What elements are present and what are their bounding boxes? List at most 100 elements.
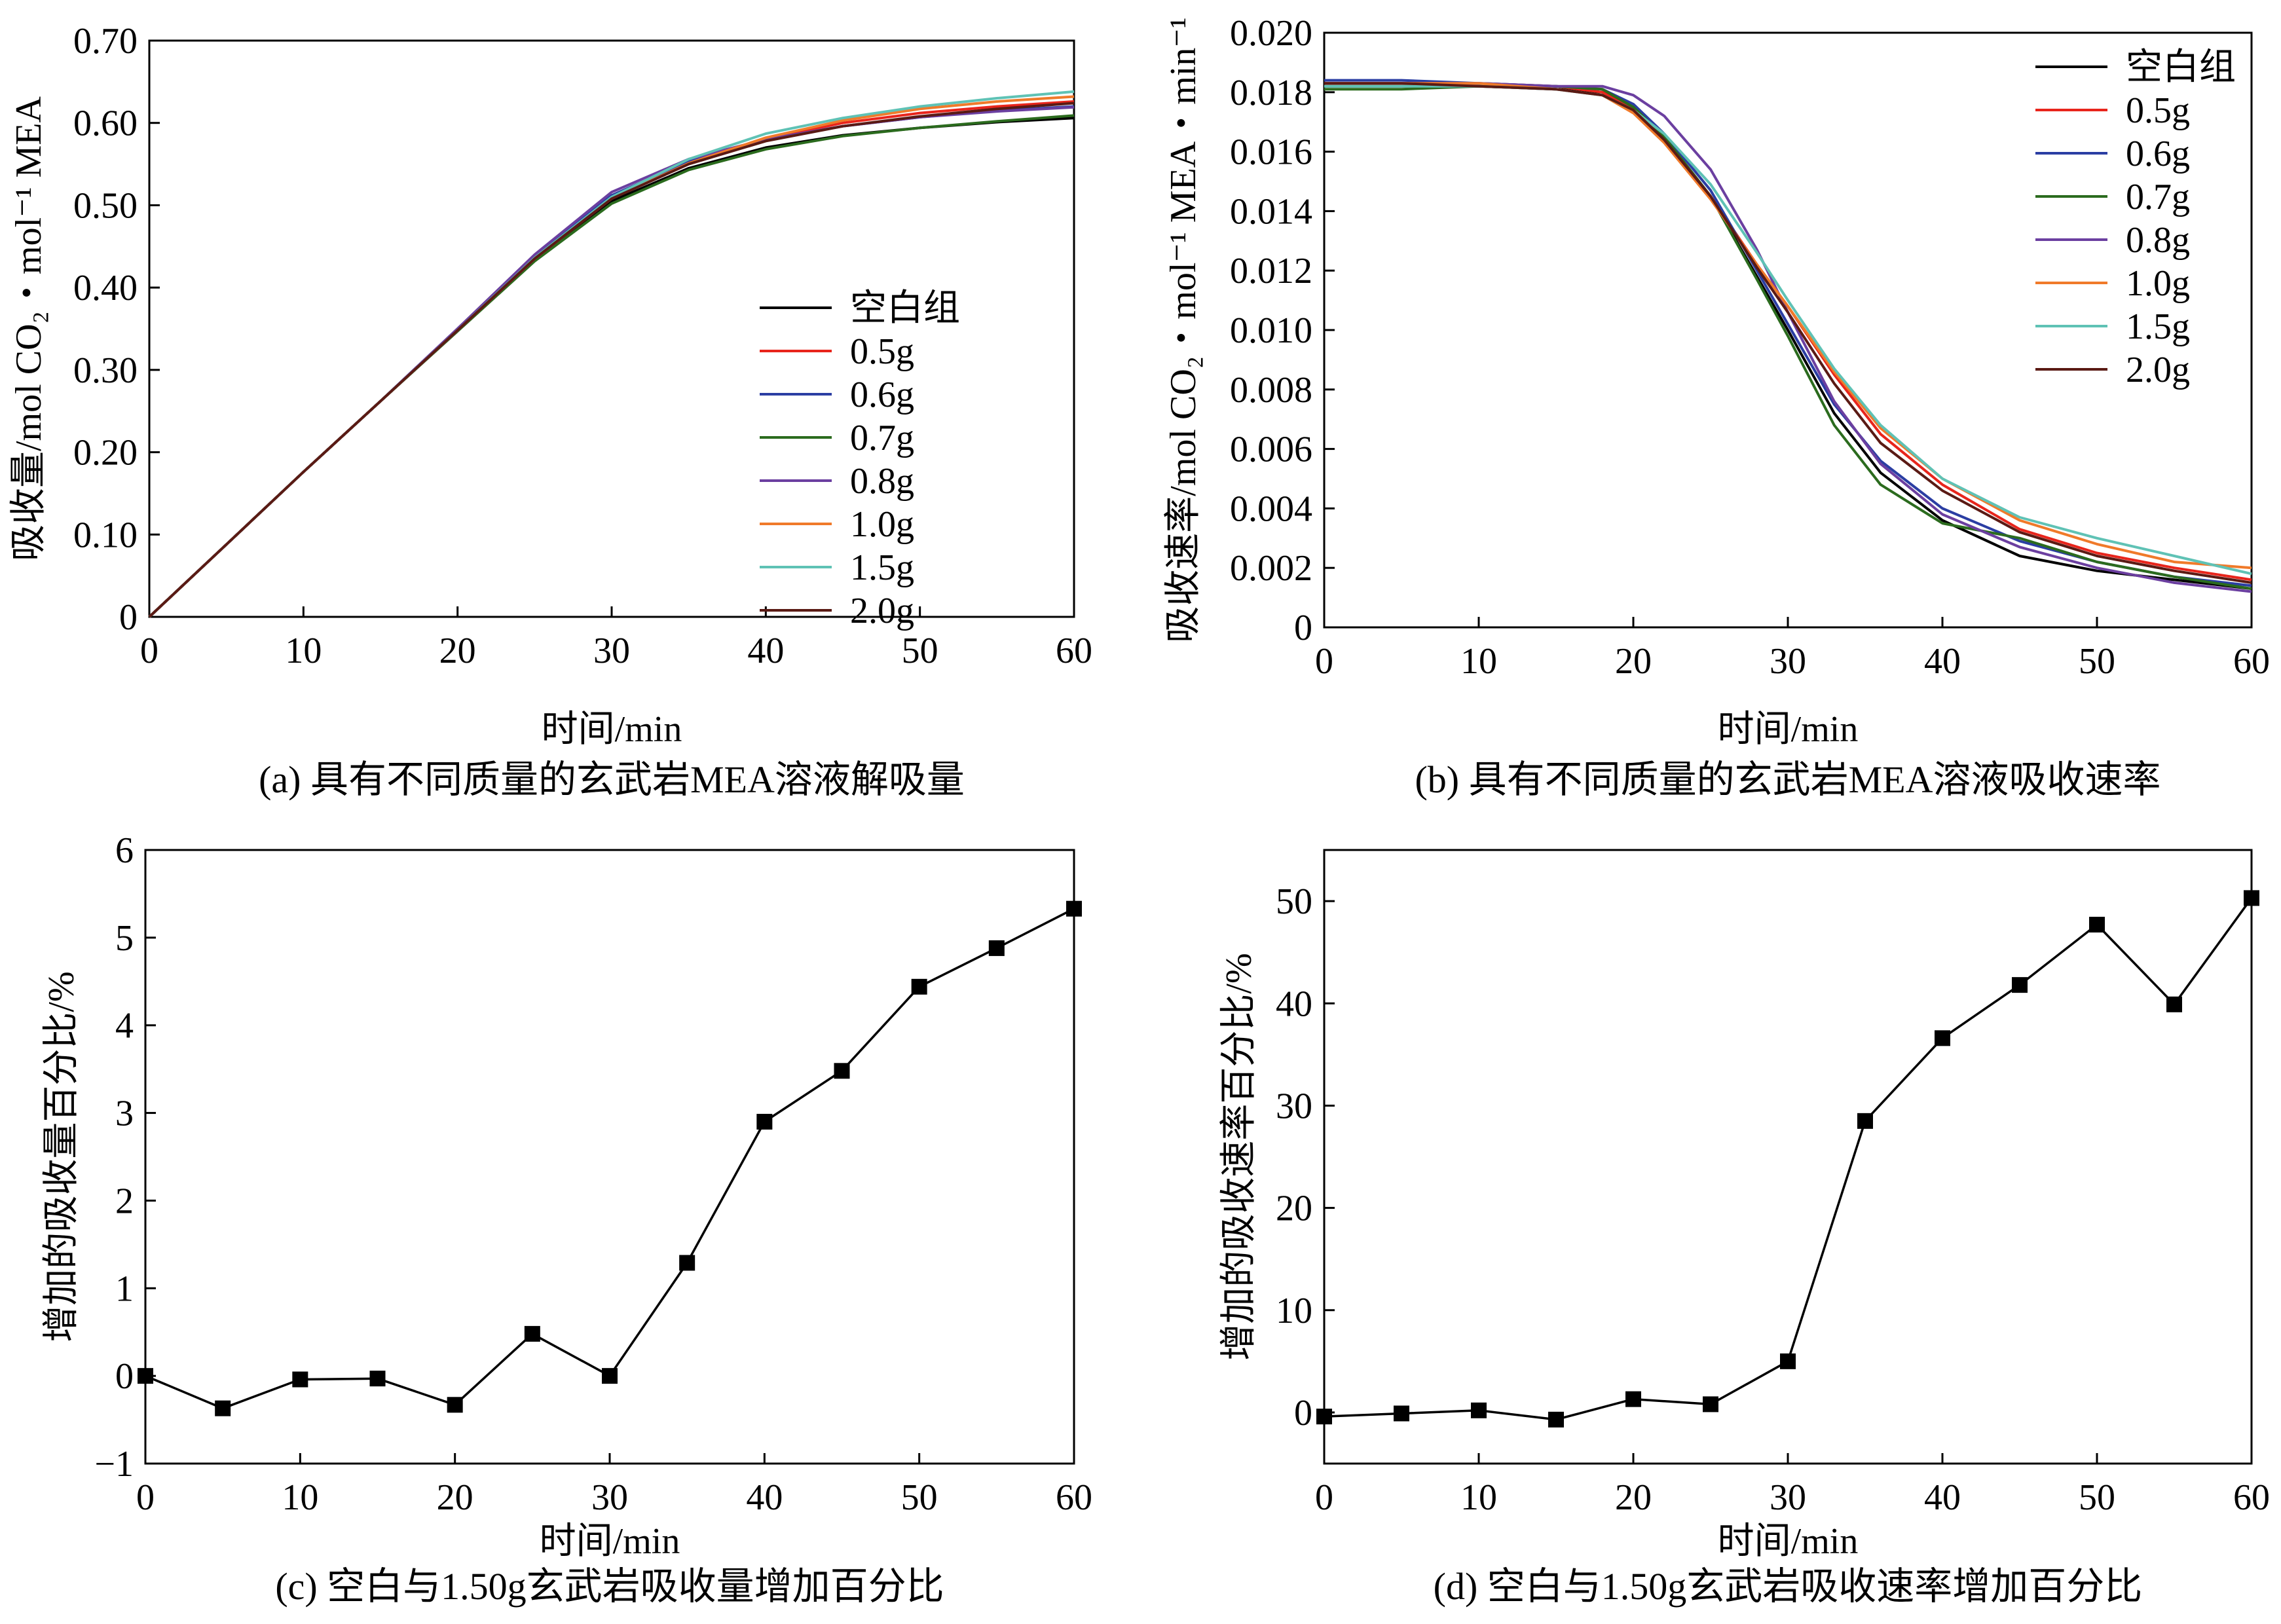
x-tick-label: 50 — [2079, 641, 2115, 682]
legend-entry: 1.0g — [850, 504, 914, 545]
x-tick-label: 20 — [439, 631, 476, 671]
x-axis-label: 时间/min — [540, 1521, 680, 1562]
y-tick-label: 30 — [1276, 1086, 1312, 1126]
legend-entry: 1.5g — [2126, 306, 2190, 347]
x-tick-label: 40 — [1924, 1477, 1961, 1518]
legend-entry: 2.0g — [850, 591, 914, 631]
y-tick-label: 0.014 — [1230, 191, 1312, 232]
data-point — [834, 1063, 850, 1079]
series-line-0 — [145, 908, 1075, 1410]
x-axis-label: 时间/min — [1718, 1521, 1859, 1562]
data-point — [1066, 900, 1082, 917]
series-line-2 — [148, 105, 1075, 618]
series-line-2 — [1324, 79, 2252, 587]
series-line-6 — [148, 90, 1075, 618]
x-tick-label: 30 — [591, 1477, 628, 1518]
data-point — [2244, 890, 2259, 906]
y-tick-label: 0.018 — [1230, 73, 1312, 113]
x-axis-label: 时间/min — [1718, 709, 1859, 750]
chart-panel-b: 0 10 20 30 40 50 60 0 0.002 0.004 0.006 0.008 0.010 0… — [1163, 13, 2270, 801]
x-tick-label: 60 — [2233, 641, 2270, 682]
x-tick-label: 10 — [285, 631, 322, 671]
chart-panel-d: 0 10 20 30 40 50 60 0 10 20 30 40 50 时间/min 增加的吸收速率百分比… — [1219, 849, 2270, 1608]
y-tick-label: 0 — [1294, 1393, 1312, 1433]
legend-entry: 0.6g — [2126, 134, 2190, 174]
legend-entry: 0.7g — [2126, 177, 2190, 217]
series-line-1 — [148, 100, 1075, 618]
x-tick-label: 10 — [1460, 641, 1497, 682]
x-tick-label: 50 — [2079, 1477, 2115, 1518]
data-point — [2089, 917, 2105, 933]
y-axis-label: 吸收速率/mol CO₂・mol⁻¹ MEA・min⁻¹ — [1163, 17, 1204, 642]
data-point — [1625, 1391, 1641, 1407]
y-tick-label: 0.30 — [73, 350, 138, 391]
y-tick-label: 50 — [1276, 881, 1312, 922]
x-tick-label: 30 — [593, 631, 630, 671]
x-tick-label: 30 — [1770, 641, 1806, 682]
y-tick-label: 0.010 — [1230, 310, 1312, 351]
x-tick-label: 20 — [1615, 641, 1652, 682]
series-line-5 — [148, 95, 1075, 618]
series-line-3 — [1324, 84, 2252, 590]
y-tick-label: 20 — [1276, 1189, 1312, 1229]
series-line-4 — [148, 105, 1075, 618]
legend-entry: 0.5g — [850, 331, 914, 372]
data-point — [447, 1397, 463, 1413]
y-tick-label: 0.70 — [73, 21, 138, 62]
x-tick-label: 50 — [902, 631, 938, 671]
data-point — [524, 1325, 540, 1342]
y-tick-label: 0 — [115, 1356, 134, 1397]
x-tick-label: 30 — [1770, 1477, 1806, 1518]
data-point — [911, 978, 927, 995]
data-point — [1703, 1396, 1718, 1412]
y-tick-label: 6 — [115, 830, 134, 871]
x-tick-label: 10 — [1460, 1477, 1497, 1518]
data-point — [1316, 1409, 1332, 1425]
y-axis-label: 增加的吸收速率百分比/% — [1219, 953, 1259, 1360]
legend-entry: 0.6g — [850, 375, 914, 415]
data-point — [1394, 1405, 1409, 1422]
y-tick-label: 40 — [1276, 984, 1312, 1024]
data-point — [679, 1255, 695, 1271]
y-tick-label: 2 — [115, 1181, 134, 1221]
x-tick-label: 10 — [282, 1477, 318, 1518]
y-tick-label: 0.10 — [73, 515, 138, 555]
data-point — [602, 1368, 618, 1384]
y-tick-label: 0 — [119, 597, 138, 638]
data-point — [292, 1371, 308, 1388]
x-tick-label: 60 — [2233, 1477, 2270, 1518]
data-point — [756, 1113, 773, 1130]
data-point — [1780, 1353, 1796, 1369]
y-tick-label: 0.40 — [73, 268, 138, 308]
x-axis-label: 时间/min — [542, 709, 682, 750]
series-line-0 — [1324, 897, 2253, 1421]
data-point — [215, 1400, 231, 1416]
y-tick-label: 0.020 — [1230, 13, 1312, 54]
x-tick-label: 40 — [746, 1477, 783, 1518]
y-tick-label: 0.50 — [73, 185, 138, 226]
y-tick-label: 0.012 — [1230, 251, 1312, 291]
x-tick-label: 0 — [136, 1477, 155, 1518]
x-tick-label: 60 — [1056, 631, 1092, 671]
legend-entry: 0.7g — [850, 418, 914, 458]
data-point — [988, 940, 1005, 956]
data-point — [2012, 977, 2028, 993]
panel-caption: (d) 空白与1.50g玄武岩吸收速率增加百分比 — [1434, 1565, 2143, 1608]
x-tick-label: 50 — [901, 1477, 938, 1518]
y-tick-label: 0.20 — [73, 433, 138, 473]
y-tick-label: 0 — [1294, 608, 1312, 648]
x-tick-label: 20 — [437, 1477, 473, 1518]
x-tick-label: 0 — [140, 631, 158, 671]
data-point — [138, 1368, 153, 1384]
legend-entry: 空白组 — [2126, 47, 2236, 88]
y-tick-label: 0.002 — [1230, 548, 1312, 589]
data-point — [1548, 1411, 1564, 1428]
data-point — [1935, 1030, 1950, 1046]
panel-caption: (a) 具有不同质量的玄武岩MEA溶液解吸量 — [259, 758, 965, 801]
y-tick-label: 5 — [115, 918, 134, 959]
x-tick-label: 0 — [1315, 641, 1333, 682]
y-tick-label: 0.004 — [1230, 489, 1312, 529]
legend-entry: 2.0g — [2126, 350, 2190, 390]
